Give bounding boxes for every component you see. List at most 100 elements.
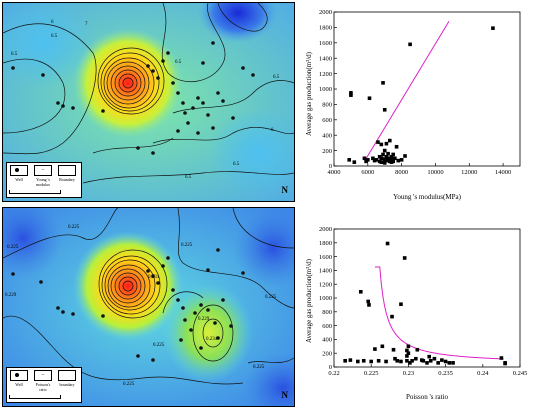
scatter-point <box>376 140 380 144</box>
x-tick-label: 12000 <box>461 169 477 176</box>
scatter-point <box>393 156 397 161</box>
map-contour-label: 6.5 <box>185 175 192 180</box>
legend-well-label: Well <box>15 177 23 182</box>
scatter-point <box>358 289 363 294</box>
contour-symbol-icon: ~ <box>34 370 52 381</box>
scatter-point <box>381 152 385 157</box>
y-tick-label: 1200 <box>319 281 332 288</box>
y-tick-label: 400 <box>322 132 332 139</box>
y-tick-label: 1800 <box>319 25 332 32</box>
scatter-point <box>376 358 381 363</box>
y-tick-label: 400 <box>322 337 332 344</box>
x-tick-label: 0.245 <box>513 370 528 377</box>
y-tick-label: 1600 <box>319 40 332 47</box>
scatter-point <box>406 351 411 355</box>
legend-property-label: Young 's modulus <box>36 177 50 187</box>
north-arrow-icon: N <box>281 390 289 400</box>
y-tick-label: 0 <box>329 163 332 170</box>
scatter-point <box>349 93 353 97</box>
y-tick-label: 1800 <box>319 240 332 247</box>
scatter-point <box>399 302 403 307</box>
scatter-point <box>382 107 387 112</box>
scatter-point <box>402 256 407 260</box>
scatter-point <box>391 347 396 352</box>
contour-symbol-icon: ~ <box>34 165 52 176</box>
map-contour-label: 0.225 <box>265 295 277 300</box>
y-tick-label: 1000 <box>319 86 332 93</box>
trend-curve <box>374 266 504 360</box>
scale-bar <box>9 395 61 399</box>
scatter-point <box>428 358 433 363</box>
scatter-point <box>390 314 394 319</box>
scale-bar <box>9 190 61 194</box>
scatter-point <box>379 156 384 161</box>
scatter-point <box>399 359 403 364</box>
scatter-point <box>382 159 387 164</box>
x-tick-label: 0.235 <box>438 370 453 377</box>
legend-well-label: Well <box>15 382 23 387</box>
scatter-point <box>388 138 392 143</box>
scatter-point <box>414 356 418 361</box>
legend-property-item: ~ Poisson's ratio <box>32 370 54 392</box>
x-axis-label: Young 's modulus(MPa) <box>393 193 462 201</box>
map-contour-label: 0.234 <box>206 337 218 342</box>
y-tick-label: 800 <box>322 102 332 109</box>
scatter-point <box>349 91 353 95</box>
scatter-point <box>367 303 371 307</box>
map-contour-label: 0.225 <box>181 243 193 248</box>
map-contour-label: 0.225 <box>123 382 135 387</box>
scatter-point <box>399 158 404 162</box>
y-tick-label: 800 <box>322 309 332 316</box>
young-modulus-scatter-plot: 4000 6000 8000 10000 12000 14000 0 200 400 600 80… <box>298 0 550 205</box>
scatter-point <box>503 361 507 366</box>
scatter-point <box>451 361 455 365</box>
scatter-point <box>405 354 409 358</box>
poisson-ratio-scatter-plot: 0.22 0.225 0.23 0.235 0.24 0.245 0 200 400 600 80… <box>298 207 550 412</box>
map-contour-label: 6.5 <box>51 34 58 39</box>
map-contour-label: 0.229 <box>5 293 17 298</box>
x-tick-label: 4000 <box>328 169 341 176</box>
scatter-point <box>367 96 372 101</box>
scatter-point <box>386 151 390 156</box>
boundary-symbol-icon <box>58 370 76 381</box>
legend-well-item: Well <box>8 370 30 387</box>
scatter-point <box>403 154 407 158</box>
map-legend: Well ~ Poisson's ratio boundary <box>6 367 82 403</box>
map-contour-label: 0.229 <box>198 317 210 322</box>
x-tick-label: 0.225 <box>364 370 379 377</box>
scatter-point <box>405 348 409 353</box>
map-contour-label: 6 <box>271 128 274 133</box>
map-legend: Well ~ Young 's modulus Boundary <box>6 162 82 198</box>
legend-boundary-item: Boundary <box>56 165 78 182</box>
y-tick-label: 600 <box>322 323 332 330</box>
map-contour-label: 6.5 <box>175 60 182 65</box>
scatter-point <box>396 158 401 163</box>
legend-boundary-label: Boundary <box>59 177 75 182</box>
scatter-point <box>374 158 379 162</box>
x-tick-label: 0.24 <box>477 370 489 377</box>
map-contour-label: 6.5 <box>233 162 240 167</box>
scatter-point <box>443 359 448 364</box>
x-tick-label: 0.22 <box>328 370 339 377</box>
well-symbol-icon <box>10 370 28 381</box>
map-contour-label: 6.5 <box>273 75 280 80</box>
scatter-point <box>386 156 390 161</box>
scatter-point <box>389 157 394 161</box>
scatter-point <box>395 358 400 363</box>
plot-frame <box>333 228 521 368</box>
y-tick-label: 1400 <box>319 55 332 62</box>
scatter-point <box>389 154 394 159</box>
legend-boundary-item: boundary <box>56 370 78 387</box>
north-arrow-icon: N <box>281 185 289 195</box>
map-contour-label: 0.225 <box>153 343 165 348</box>
scatter-point <box>382 148 387 153</box>
y-tick-label: 600 <box>322 117 332 124</box>
y-tick-label: 2000 <box>319 226 332 233</box>
map-contour-label: 7 <box>85 22 88 27</box>
scatter-point <box>408 42 412 47</box>
y-tick-label: 1600 <box>319 254 332 261</box>
y-tick-label: 200 <box>322 350 332 357</box>
scatter-point <box>371 156 375 161</box>
scatter-point <box>405 358 409 363</box>
scatter-point <box>356 359 360 364</box>
